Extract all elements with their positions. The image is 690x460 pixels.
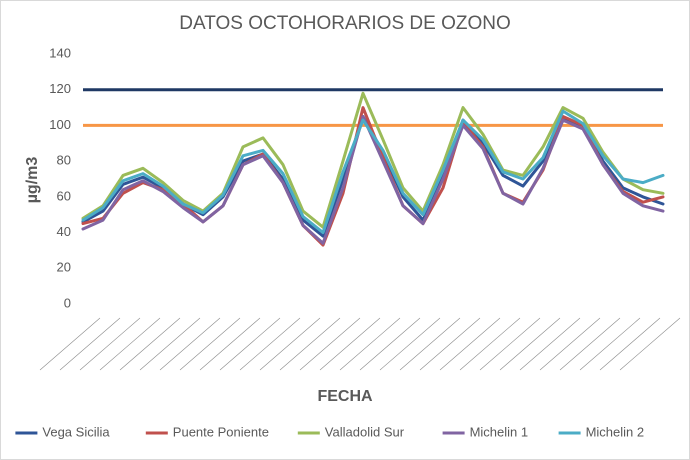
x-tick-scribble: [39, 317, 681, 371]
y-tick-label: 40: [57, 224, 71, 239]
y-tick-label: 140: [49, 45, 71, 60]
y-tick-label: 0: [64, 295, 71, 310]
y-tick-label: 120: [49, 81, 71, 96]
legend-label: Puente Poniente: [173, 424, 269, 439]
chart-title: DATOS OCTOHORARIOS DE OZONO: [179, 13, 510, 34]
series-line: [81, 115, 665, 245]
x-axis-label: FECHA: [317, 388, 373, 405]
legend-label: Michelin 1: [470, 424, 529, 439]
y-tick-label: 20: [57, 260, 71, 275]
legend-label: Michelin 2: [586, 424, 645, 439]
x-tick-labels-illegible: [39, 317, 681, 371]
legend-label: Valladolid Sur: [325, 424, 405, 439]
y-tick-label: 60: [57, 188, 71, 203]
y-tick-label: 80: [57, 153, 71, 168]
y-tick-label: 100: [49, 117, 71, 132]
series-line: [81, 109, 665, 235]
y-axis-label: µg/m3: [24, 157, 41, 204]
series-line: [81, 91, 665, 229]
legend-label: Vega Sicilia: [42, 424, 110, 439]
